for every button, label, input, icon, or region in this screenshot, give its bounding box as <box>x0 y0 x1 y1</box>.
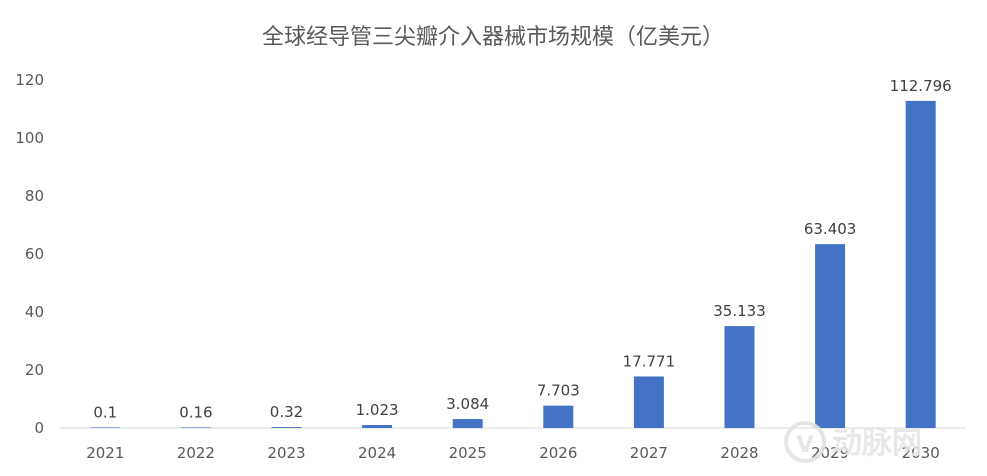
data-label-2023: 0.32 <box>270 403 303 421</box>
y-tick-label: 0 <box>34 419 44 437</box>
bars-group <box>90 100 936 428</box>
data-label-2027: 17.771 <box>623 352 676 370</box>
data-label-2026: 7.703 <box>537 382 580 400</box>
bar-2030 <box>905 100 936 428</box>
x-tick-label-2021: 2021 <box>86 444 124 462</box>
x-tick-label-2026: 2026 <box>539 444 577 462</box>
x-tick-label-2027: 2027 <box>630 444 668 462</box>
vb-logo-icon: V <box>784 421 826 463</box>
x-axis: 2021 2022 2023 2024 2025 2026 2027 2028 2029 2030 <box>86 444 940 462</box>
data-label-2021: 0.1 <box>93 403 117 421</box>
x-tick-label-2030: 2030 <box>902 444 940 462</box>
y-axis: 0 20 40 60 80 100 120 <box>15 71 44 437</box>
bar-2022 <box>180 427 211 428</box>
data-label-2022: 0.16 <box>179 403 212 421</box>
x-tick-label-2022: 2022 <box>177 444 215 462</box>
y-tick-label: 60 <box>25 245 44 263</box>
x-tick-label-2025: 2025 <box>449 444 487 462</box>
bar-2025 <box>452 419 483 428</box>
x-tick-label-2028: 2028 <box>720 444 758 462</box>
y-tick-label: 40 <box>25 303 44 321</box>
x-tick-label-2029: 2029 <box>811 444 849 462</box>
data-label-2024: 1.023 <box>356 401 399 419</box>
y-tick-label: 120 <box>15 71 44 89</box>
watermark: V 动脉网 <box>784 421 922 463</box>
x-tick-label-2024: 2024 <box>358 444 396 462</box>
watermark-text: 动脉网 <box>832 426 922 461</box>
bar-2029 <box>815 244 846 428</box>
bar-2021 <box>90 427 121 428</box>
bar-2028 <box>724 326 755 428</box>
data-label-2030: 112.796 <box>890 77 952 95</box>
bar-2024 <box>362 425 393 428</box>
x-tick-label-2023: 2023 <box>267 444 305 462</box>
y-tick-label: 80 <box>25 187 44 205</box>
bar-2023 <box>271 427 302 428</box>
bar-2026 <box>543 405 574 428</box>
chart-title: 全球经导管三尖瓣介入器械市场规模（亿美元） <box>262 25 724 50</box>
svg-text:V: V <box>796 433 813 458</box>
y-tick-label: 100 <box>15 129 44 147</box>
data-label-2029: 63.403 <box>804 220 857 238</box>
data-label-2028: 35.133 <box>713 302 766 320</box>
y-tick-label: 20 <box>25 361 44 379</box>
data-label-2025: 3.084 <box>446 395 489 413</box>
data-labels-group: 0.1 0.16 0.32 1.023 3.084 7.703 17.771 35.133 63… <box>93 77 951 422</box>
bar-2027 <box>633 376 664 428</box>
